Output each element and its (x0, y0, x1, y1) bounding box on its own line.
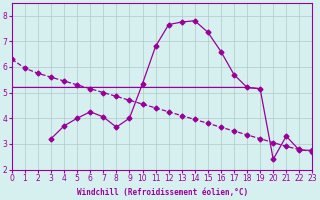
X-axis label: Windchill (Refroidissement éolien,°C): Windchill (Refroidissement éolien,°C) (76, 188, 248, 197)
